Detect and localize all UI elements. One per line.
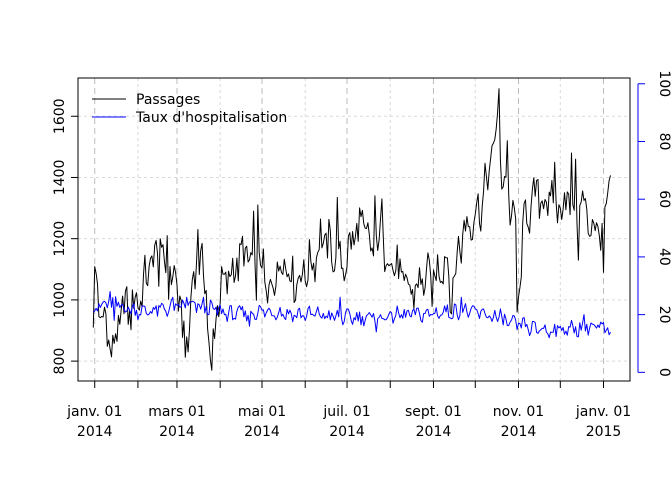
x-tick-year-5: 2014 bbox=[501, 424, 537, 440]
x-tick-label-2: mai 01 bbox=[238, 404, 286, 420]
x-tick-year-1: 2014 bbox=[159, 424, 195, 440]
x-tick-label-6: janv. 01 bbox=[575, 404, 631, 420]
x-axis: janv. 01 2014 mars 01 2014 mai 01 2014 juil. 0… bbox=[66, 381, 631, 440]
x-tick-label-5: nov. 01 bbox=[493, 404, 544, 420]
series-line-1 bbox=[92, 291, 611, 339]
y-right-tick-label-80: 80 bbox=[656, 133, 672, 151]
x-tick-year-2: 2014 bbox=[244, 424, 280, 440]
y-left-tick-label-800: 800 bbox=[52, 348, 68, 375]
x-tick-label-0: janv. 01 bbox=[66, 404, 122, 420]
y-left-tick-label-1200: 1200 bbox=[52, 221, 68, 257]
y-right-tick-label-100: 100 bbox=[656, 70, 672, 97]
y-right-tick-label-20: 20 bbox=[656, 306, 672, 324]
legend-label-taux-hospitalisation: Taux d'hospitalisation bbox=[135, 110, 287, 126]
y-axis-left: 800 1000 1200 1400 1600 bbox=[52, 98, 78, 374]
y-right-tick-label-60: 60 bbox=[656, 190, 672, 208]
x-tick-year-6: 2015 bbox=[586, 424, 622, 440]
x-tick-label-1: mars 01 bbox=[148, 404, 206, 420]
x-tick-year-3: 2014 bbox=[329, 424, 365, 440]
y-right-tick-label-0: 0 bbox=[656, 368, 672, 377]
series-group bbox=[92, 88, 611, 371]
legend-label-passages: Passages bbox=[136, 92, 200, 108]
minor-x-gridlines bbox=[137, 78, 561, 381]
series-line-0 bbox=[92, 88, 611, 371]
y-left-tick-label-1600: 1600 bbox=[52, 98, 68, 134]
x-tick-year-4: 2014 bbox=[416, 424, 452, 440]
y-right-tick-label-40: 40 bbox=[656, 248, 672, 266]
x-tick-label-3: juil. 01 bbox=[322, 404, 370, 420]
plot-frame bbox=[77, 77, 631, 382]
y-left-tick-label-1000: 1000 bbox=[52, 282, 68, 318]
grid bbox=[78, 78, 630, 381]
y-axis-right: 0 20 40 60 80 100 bbox=[637, 70, 672, 377]
legend: Passages Taux d'hospitalisation bbox=[92, 92, 287, 126]
x-tick-label-4: sept. 01 bbox=[405, 404, 462, 420]
x-tick-year-0: 2014 bbox=[77, 424, 113, 440]
y-left-tick-label-1400: 1400 bbox=[52, 160, 68, 196]
